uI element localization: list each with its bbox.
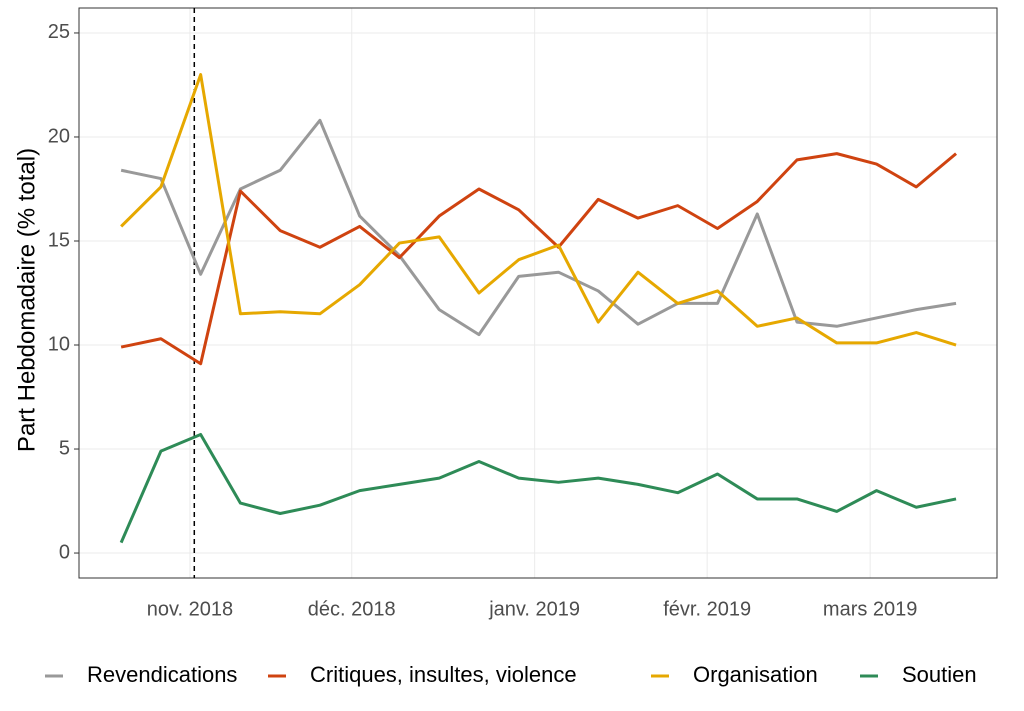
x-tick-label: déc. 2018	[308, 598, 396, 620]
legend-label: Organisation	[693, 662, 818, 687]
line	[120, 152, 958, 366]
x-tick-label: févr. 2019	[663, 598, 751, 620]
line	[120, 73, 957, 347]
y-tick-label: 10	[48, 333, 70, 355]
y-axis-label: Part Hebdomadaire (% total)	[13, 148, 40, 452]
line	[119, 432, 957, 544]
x-tick-label: mars 2019	[823, 598, 918, 620]
line	[120, 118, 957, 337]
y-tick-label: 5	[59, 437, 70, 459]
legend-label: Revendications	[87, 662, 237, 687]
plot-border	[78, 7, 998, 579]
y-tick-label: 25	[48, 21, 70, 43]
x-tick-label: janv. 2019	[488, 598, 580, 620]
x-tick-label: nov. 2018	[147, 598, 233, 620]
legend-label: Critiques, insultes, violence	[310, 662, 577, 687]
legend-label: Soutien	[902, 662, 977, 687]
y-tick-label: 0	[59, 541, 70, 563]
y-tick-label: 20	[48, 125, 70, 147]
y-tick-label: 15	[48, 229, 70, 251]
